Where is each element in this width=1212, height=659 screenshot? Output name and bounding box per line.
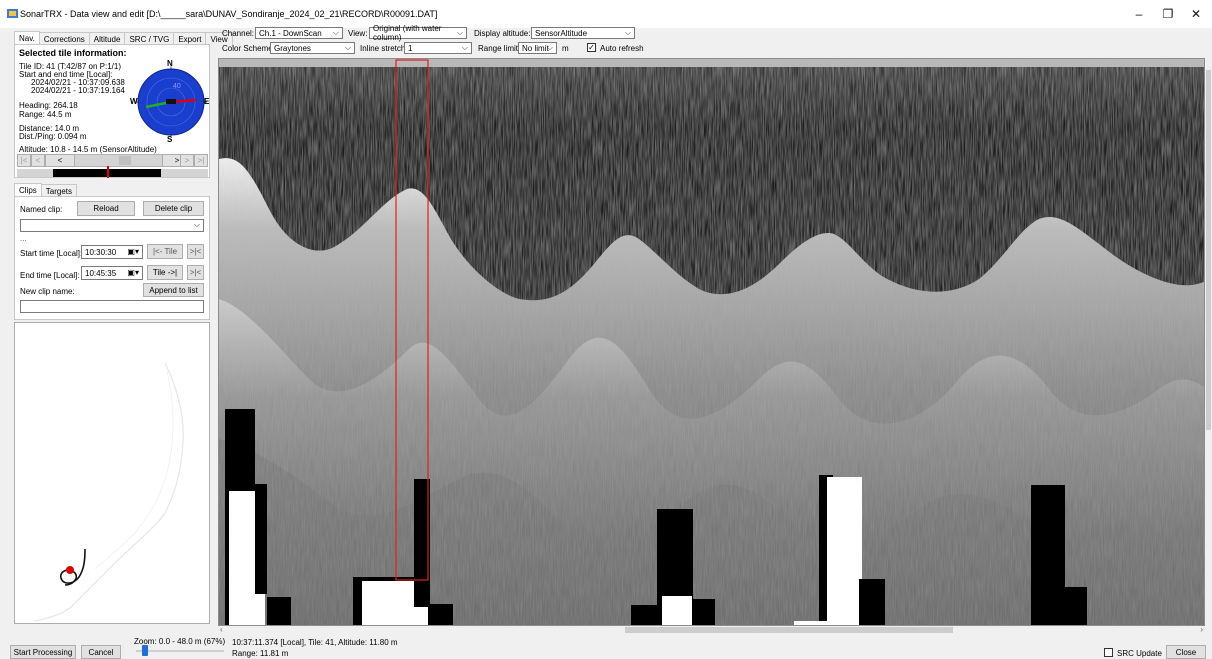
compass-w: W [130,97,138,106]
range-unit: m [562,44,569,53]
end-time: 2024/02/21 - 10:37:19.164 [31,86,125,95]
horizontal-scroll-thumb[interactable] [625,627,953,633]
display-altitude-label: Display altitude: [474,29,531,38]
chevron-down-icon: ⌵ [193,220,200,229]
new-clip-label: New clip name: [20,287,75,296]
horizontal-scrollbar[interactable]: ‹ › [218,625,1205,635]
vertical-scrollbar[interactable] [1205,58,1212,626]
app-icon [7,8,18,19]
prev-tile-button[interactable]: < [45,154,75,167]
cancel-button[interactable]: Cancel [81,645,121,659]
distance-value: Distance: 14.0 m [19,124,80,133]
chevron-down-icon: ⌵ [332,28,339,37]
channel-select[interactable]: Ch.1 - DownScan ⌵ [255,27,343,39]
tile-info-heading: Selected tile information: [19,48,127,58]
calendar-icon[interactable]: ▣▾ [127,247,139,256]
end-time-label: End time [Local]: [20,271,80,280]
color-scheme-select[interactable]: Graytones ⌵ [270,42,355,54]
track-path-icon [34,362,184,622]
zoom-label: Zoom: 0.0 - 48.0 m (67%) [134,637,226,646]
inline-stretch-label: Inline stretch: [360,44,408,53]
range-limit-select[interactable]: No limit ⌵ [518,42,557,54]
track-map[interactable] [14,322,210,624]
clips-tab-strip: Clips Targets [14,183,78,199]
named-clip-label: Named clip: [20,205,63,214]
src-update-checkbox[interactable] [1104,648,1113,657]
end-time-field[interactable]: 10:45:35 ▣▾ [81,266,143,280]
tab-view[interactable]: View [205,32,233,47]
tile-id: Tile ID: 41 (T:42/87 on P:1/1) [19,62,121,71]
color-scheme-label: Color Scheme: [222,44,275,53]
named-clip-select[interactable]: ⌵ [20,219,204,232]
tab-nav[interactable]: Nav. [14,31,40,46]
timeline-cursor [107,166,109,178]
chevron-down-icon: ⌵ [546,43,553,52]
scroll-right-icon[interactable]: › [1200,625,1203,634]
window-title: SonarTRX - Data view and edit [D:\_____s… [20,9,438,19]
compass-ring-label: 40 [173,83,181,90]
channel-label: Channel: [222,29,255,38]
chevron-down-icon: ⌵ [344,43,351,52]
sonar-image-view[interactable] [218,58,1205,626]
view-select[interactable]: Original (with water column) ⌵ [369,24,467,42]
compass-icon [135,66,207,138]
heading-value: Heading: 264.18 [19,101,78,110]
zoom-slider-track[interactable] [136,650,224,652]
close-button[interactable]: Close [1166,645,1206,659]
tab-clips[interactable]: Clips [14,183,42,198]
scroll-left-icon[interactable]: ‹ [220,625,223,634]
start-time-field[interactable]: 10:30:30 ▣▾ [81,245,143,259]
compass-s: S [167,135,173,144]
vertical-scroll-thumb[interactable] [1206,70,1211,430]
start-processing-button[interactable]: Start Processing [10,645,76,659]
close-window-button[interactable]: ✕ [1190,7,1202,21]
maximize-button[interactable]: ❐ [1162,7,1174,21]
compass-n: N [167,59,173,68]
zoom-slider-thumb[interactable] [141,645,148,656]
compass-e: E [204,97,210,106]
chevron-down-icon: ⌵ [456,28,463,37]
chevron-down-icon: ⌵ [461,43,468,52]
display-altitude-select[interactable]: SensorAltitude ⌵ [531,27,635,39]
ellipsis-text: ... [20,234,27,243]
chevron-down-icon: ⌵ [624,28,631,37]
tile-left-button[interactable]: |<- Tile [147,244,183,259]
status-line-1: 10:37:11.374 [Local], Tile: 41, Altitude… [232,638,398,647]
dist-ping-value: Dist./Ping: 0.094 m [19,132,87,141]
start-time-label: Start time [Local]: [20,249,83,258]
selection-rectangle[interactable] [395,59,429,581]
calendar-icon[interactable]: ▣▾ [127,268,139,277]
auto-refresh-checkbox[interactable]: ✓ [587,43,596,52]
range-limit-label: Range limit: [478,44,521,53]
altitude-value: Altitude: 10.8 - 14.5 m (SensorAltitude) [19,145,157,154]
tile-nav-thumb[interactable] [119,156,131,165]
inline-stretch-select[interactable]: 1 ⌵ [404,42,472,54]
auto-refresh-label: Auto refresh [600,44,644,53]
status-line-2: Range: 11.81 m [232,649,289,658]
start-time: 2024/02/21 - 10:37:09.638 [31,78,125,87]
tile-right-button[interactable]: Tile ->| [147,265,183,280]
collapse-end-button[interactable]: >|< [187,265,204,280]
append-to-list-button[interactable]: Append to list [143,283,204,297]
range-value: Range: 44.5 m [19,110,72,119]
start-end-label: Start and end time [Local]: [19,70,113,79]
next-fast-button[interactable]: > [180,154,194,167]
minimize-button[interactable]: – [1135,7,1143,21]
first-tile-button[interactable]: |< [17,154,31,167]
reload-button[interactable]: Reload [77,201,135,216]
compass-widget: N S W E 40 [130,59,210,144]
last-tile-button[interactable]: >| [194,154,208,167]
title-bar: SonarTRX - Data view and edit [D:\_____s… [0,0,1212,28]
delete-clip-button[interactable]: Delete clip [143,201,204,216]
prev-fast-button[interactable]: < [31,154,45,167]
view-label: View: [348,29,368,38]
src-update-label: SRC Update [1117,649,1162,658]
sonar-waterfall [219,59,1204,625]
left-tab-strip: Nav. Corrections Altitude SRC / TVG Expo… [14,31,233,47]
new-clip-name-input[interactable] [20,300,204,313]
collapse-start-button[interactable]: >|< [187,244,204,259]
